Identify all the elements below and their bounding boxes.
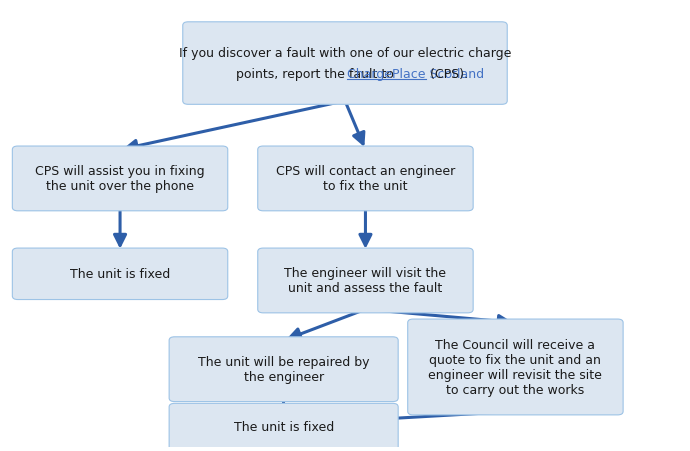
- FancyBboxPatch shape: [258, 147, 473, 212]
- Text: The unit is fixed: The unit is fixed: [233, 420, 334, 433]
- Text: The engineer will visit the
unit and assess the fault: The engineer will visit the unit and ass…: [284, 267, 446, 295]
- FancyBboxPatch shape: [183, 23, 507, 105]
- FancyBboxPatch shape: [169, 337, 398, 402]
- Text: (CPS).: (CPS).: [426, 68, 468, 81]
- Text: If you discover a fault with one of our electric charge: If you discover a fault with one of our …: [179, 47, 511, 60]
- Text: CPS will assist you in fixing
the unit over the phone: CPS will assist you in fixing the unit o…: [35, 165, 205, 193]
- FancyBboxPatch shape: [169, 404, 398, 451]
- FancyBboxPatch shape: [12, 249, 228, 300]
- FancyBboxPatch shape: [12, 147, 228, 212]
- Text: points, report the fault to: points, report the fault to: [236, 68, 398, 81]
- Text: The unit will be repaired by
the engineer: The unit will be repaired by the enginee…: [198, 355, 369, 383]
- Text: The unit is fixed: The unit is fixed: [70, 268, 170, 281]
- Text: CPS will contact an engineer
to fix the unit: CPS will contact an engineer to fix the …: [276, 165, 455, 193]
- Text: The Council will receive a
quote to fix the unit and an
engineer will revisit th: The Council will receive a quote to fix …: [428, 338, 602, 396]
- FancyBboxPatch shape: [408, 319, 623, 415]
- Text: ChargePlace Scotland: ChargePlace Scotland: [347, 68, 484, 81]
- FancyBboxPatch shape: [258, 249, 473, 313]
